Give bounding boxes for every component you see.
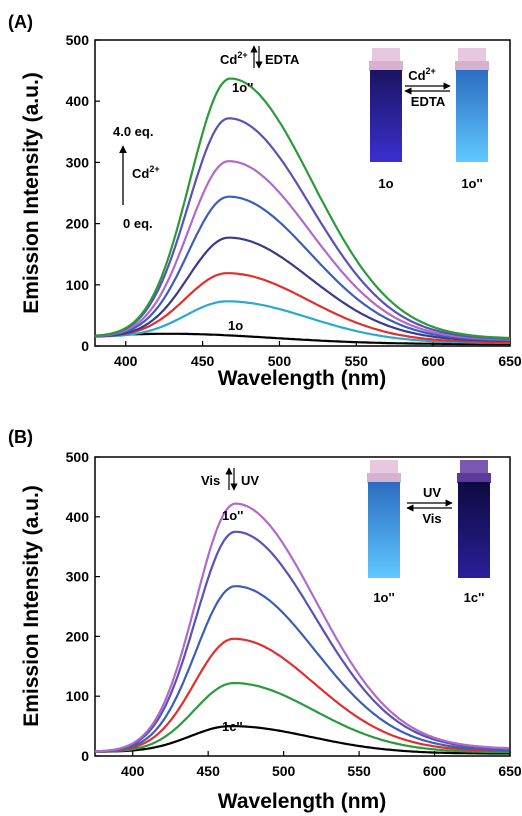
inset-a: Cd2+ EDTA 1o 1o'' — [369, 48, 489, 191]
x-axis-title-a: Wavelength (nm) — [218, 367, 386, 390]
series-line-3 — [94, 585, 510, 753]
plot-frame-a — [94, 39, 511, 347]
x-tick-label: 600 — [421, 353, 445, 369]
x-tick-label: 450 — [197, 763, 221, 779]
y-tick-label: 200 — [66, 216, 90, 232]
series-line-0 — [94, 332, 510, 346]
series-line-7 — [94, 77, 510, 339]
ticks-a: 400 450 500 550 600 650 0 100 200 300 400 500 — [66, 32, 522, 369]
cuvette-a-left — [369, 48, 403, 162]
y-tick-label: 500 — [66, 32, 90, 48]
series-line-6 — [94, 117, 511, 340]
cuvette-a-right — [455, 48, 489, 162]
anno-a-arrow-top: 4.0 eq. — [113, 124, 153, 139]
x-tick-label: 550 — [345, 353, 369, 369]
y-tick-label: 0 — [81, 748, 89, 764]
anno-b-peak-label: 1o'' — [222, 508, 243, 523]
curves-a — [94, 77, 511, 346]
series-line-4 — [94, 195, 510, 342]
x-tick-label: 400 — [121, 763, 145, 779]
inset-a-left-caption: 1o — [378, 176, 393, 191]
y-tick-label: 200 — [66, 628, 90, 644]
anno-b-base-label: 1c'' — [222, 719, 243, 734]
y-axis-title-a: Emission Intensity (a.u.) — [20, 72, 43, 314]
y-axis-title-b: Emission Intensity (a.u.) — [20, 485, 43, 727]
y-tick-label: 100 — [66, 688, 90, 704]
series-line-1 — [95, 300, 510, 344]
inset-b-right-caption: 1c'' — [464, 590, 485, 605]
panel-a: (A) 400 450 500 550 600 650 0 100 200 300 400 500 W… — [8, 12, 522, 390]
inset-b-top-arrow-label: UV — [423, 485, 441, 500]
anno-a-top-right: EDTA — [265, 52, 300, 67]
inset-b-left-caption: 1o'' — [373, 590, 394, 605]
series-line-1 — [94, 681, 510, 754]
anno-b-top-left: Vis — [201, 473, 220, 488]
y-tick-label: 500 — [66, 449, 90, 465]
anno-a-peak-label: 1o'' — [232, 80, 253, 95]
series-line-2 — [95, 272, 511, 344]
inset-a-right-caption: 1o'' — [461, 176, 482, 191]
y-tick-label: 400 — [66, 509, 90, 525]
x-axis-title-b: Wavelength (nm) — [218, 790, 386, 813]
series-line-2 — [94, 637, 510, 753]
series-line-4 — [94, 530, 510, 753]
y-tick-label: 100 — [66, 277, 90, 293]
x-tick-label: 550 — [347, 763, 371, 779]
anno-a-base-label: 1o — [228, 318, 243, 333]
series-line-5 — [94, 502, 510, 753]
panel-label-a: (A) — [8, 12, 33, 32]
panel-b: (B) 400 450 500 550 600 650 0 100 200 300 400 500 W… — [8, 427, 522, 813]
x-tick-label: 500 — [272, 763, 296, 779]
inset-b-bottom-arrow-label: Vis — [422, 511, 441, 526]
series-line-3 — [94, 236, 510, 342]
x-tick-label: 400 — [114, 353, 138, 369]
inset-b: UV Vis 1o'' 1c'' — [367, 460, 491, 605]
x-tick-label: 500 — [268, 353, 292, 369]
cuvette-b-right — [457, 460, 491, 578]
y-tick-label: 0 — [81, 338, 89, 354]
cuvette-b-left — [367, 460, 401, 578]
x-tick-label: 450 — [191, 353, 215, 369]
series-line-5 — [94, 160, 510, 341]
inset-a-top-arrow-label: Cd2+ — [408, 66, 436, 83]
anno-a-arrow-bottom: 0 eq. — [123, 216, 153, 231]
x-tick-label: 650 — [498, 763, 522, 779]
x-tick-label: 650 — [498, 353, 522, 369]
curves-b — [94, 502, 510, 755]
y-tick-label: 300 — [66, 154, 90, 170]
y-tick-label: 400 — [66, 93, 90, 109]
panel-label-b: (B) — [8, 427, 33, 447]
anno-a-arrow-mid: Cd2+ — [132, 164, 160, 181]
inset-a-bottom-arrow-label: EDTA — [411, 94, 446, 109]
series-line-0 — [95, 724, 510, 755]
anno-b-top-right: UV — [241, 473, 259, 488]
anno-a-top-left: Cd2+ — [220, 50, 248, 67]
plot-frame-b — [94, 456, 511, 757]
x-tick-label: 600 — [423, 763, 447, 779]
y-tick-label: 300 — [66, 569, 90, 585]
ticks-b: 400 450 500 550 600 650 0 100 200 300 400 500 — [66, 449, 522, 779]
